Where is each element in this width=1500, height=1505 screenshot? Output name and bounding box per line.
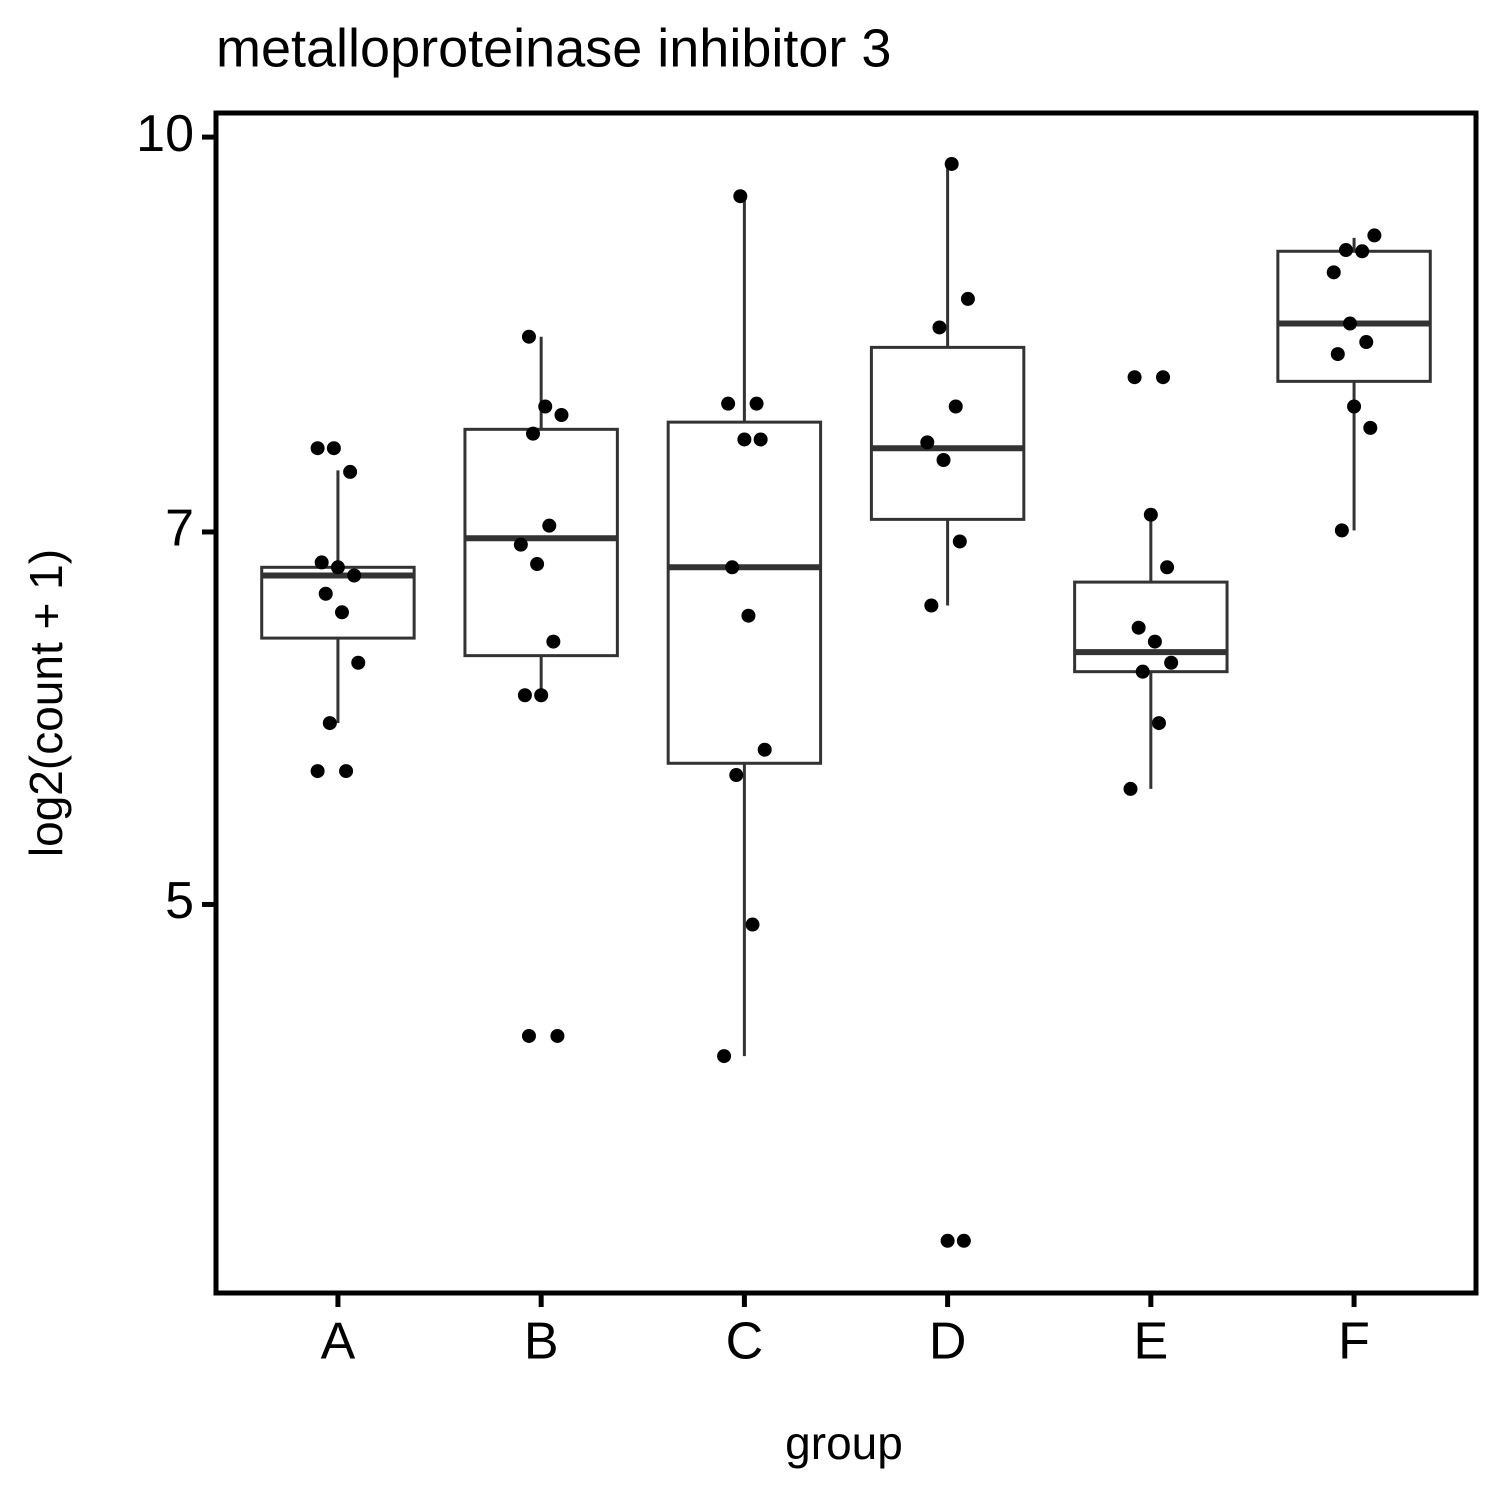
data-point	[335, 605, 349, 620]
data-point	[351, 655, 366, 670]
data-point	[1326, 265, 1341, 280]
box	[1073, 580, 1229, 674]
data-point	[1160, 560, 1175, 575]
data-point	[343, 464, 358, 479]
x-tick-label: A	[321, 1313, 356, 1371]
data-point	[733, 189, 748, 204]
data-point	[745, 917, 760, 932]
data-point	[554, 407, 569, 422]
data-point	[517, 688, 532, 703]
data-point	[542, 518, 557, 533]
data-point	[538, 399, 553, 414]
box	[463, 427, 619, 658]
data-point	[513, 537, 528, 552]
data-point	[948, 399, 963, 414]
y-tick-label: 10	[136, 105, 194, 163]
data-point	[339, 764, 354, 779]
data-point	[940, 1233, 955, 1248]
data-point	[326, 441, 341, 456]
y-tick-label: 5	[165, 872, 194, 930]
x-axis-label: group	[785, 1417, 903, 1469]
data-point	[526, 426, 541, 441]
data-point	[1135, 664, 1150, 679]
box	[1276, 249, 1432, 383]
data-point	[310, 764, 325, 779]
y-tick-label: 7	[165, 500, 194, 558]
data-point	[314, 555, 329, 570]
data-point	[1347, 399, 1362, 414]
data-point	[347, 568, 362, 583]
data-point	[741, 608, 756, 623]
x-tick-label: E	[1133, 1313, 1168, 1371]
data-point	[1343, 316, 1357, 331]
data-point	[1127, 370, 1142, 385]
data-point	[1156, 370, 1171, 385]
data-point	[1367, 228, 1382, 243]
data-point	[322, 716, 337, 731]
data-point	[1334, 523, 1349, 538]
data-point	[1123, 781, 1138, 796]
data-point	[1355, 244, 1370, 259]
data-point	[737, 432, 752, 447]
data-point	[1330, 347, 1345, 362]
x-tick-label: B	[524, 1313, 559, 1371]
data-point	[920, 435, 935, 450]
data-point	[932, 320, 947, 335]
data-point	[1338, 243, 1353, 258]
data-point	[749, 396, 764, 411]
data-point	[924, 598, 939, 613]
data-point	[753, 432, 768, 447]
plot-border	[213, 110, 1479, 1296]
data-point	[956, 1233, 971, 1248]
data-point	[521, 1028, 536, 1043]
data-point	[725, 560, 740, 575]
data-point	[330, 560, 345, 575]
data-point	[550, 1028, 565, 1043]
data-point	[1151, 716, 1166, 731]
x-tick-label: C	[726, 1313, 764, 1371]
data-point	[1359, 335, 1374, 350]
data-point	[1147, 634, 1162, 649]
x-tick-label: D	[929, 1313, 967, 1371]
data-point	[521, 329, 536, 344]
data-point	[721, 396, 736, 411]
data-point	[757, 742, 772, 757]
y-axis-label: log2(count + 1)	[20, 549, 72, 857]
chart-title: metalloproteinase inhibitor 3	[216, 18, 891, 78]
data-point	[1363, 420, 1378, 435]
x-tick-label: F	[1338, 1313, 1370, 1371]
data-point	[310, 441, 325, 456]
data-point	[717, 1049, 732, 1064]
data-point	[944, 156, 959, 171]
box	[260, 565, 416, 640]
data-point	[1131, 620, 1146, 635]
data-point	[534, 688, 549, 703]
data-point	[729, 768, 744, 783]
data-point	[1164, 655, 1179, 670]
data-point	[960, 291, 975, 306]
data-point	[530, 557, 545, 572]
box	[869, 345, 1026, 521]
data-point	[546, 634, 561, 649]
data-point	[318, 586, 333, 601]
data-point	[1143, 507, 1158, 522]
data-point	[952, 534, 967, 549]
box	[666, 420, 823, 765]
data-point	[936, 453, 951, 468]
